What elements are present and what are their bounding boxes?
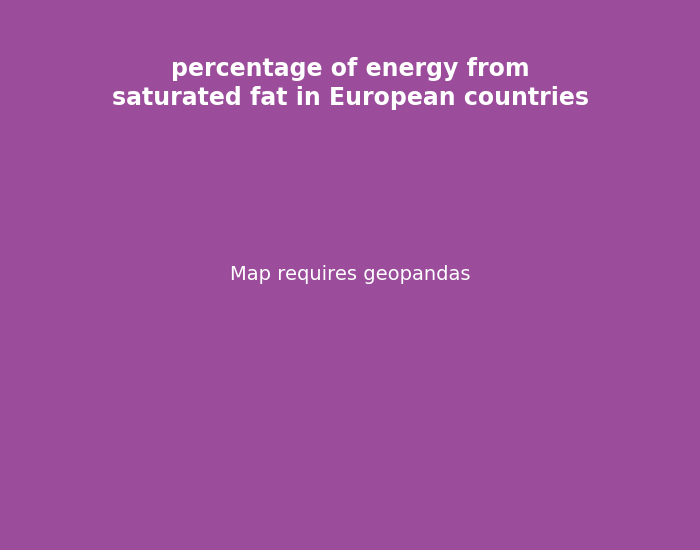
Text: percentage of energy from
saturated fat in European countries: percentage of energy from saturated fat … bbox=[111, 57, 589, 111]
Text: Map requires geopandas: Map requires geopandas bbox=[230, 266, 470, 284]
